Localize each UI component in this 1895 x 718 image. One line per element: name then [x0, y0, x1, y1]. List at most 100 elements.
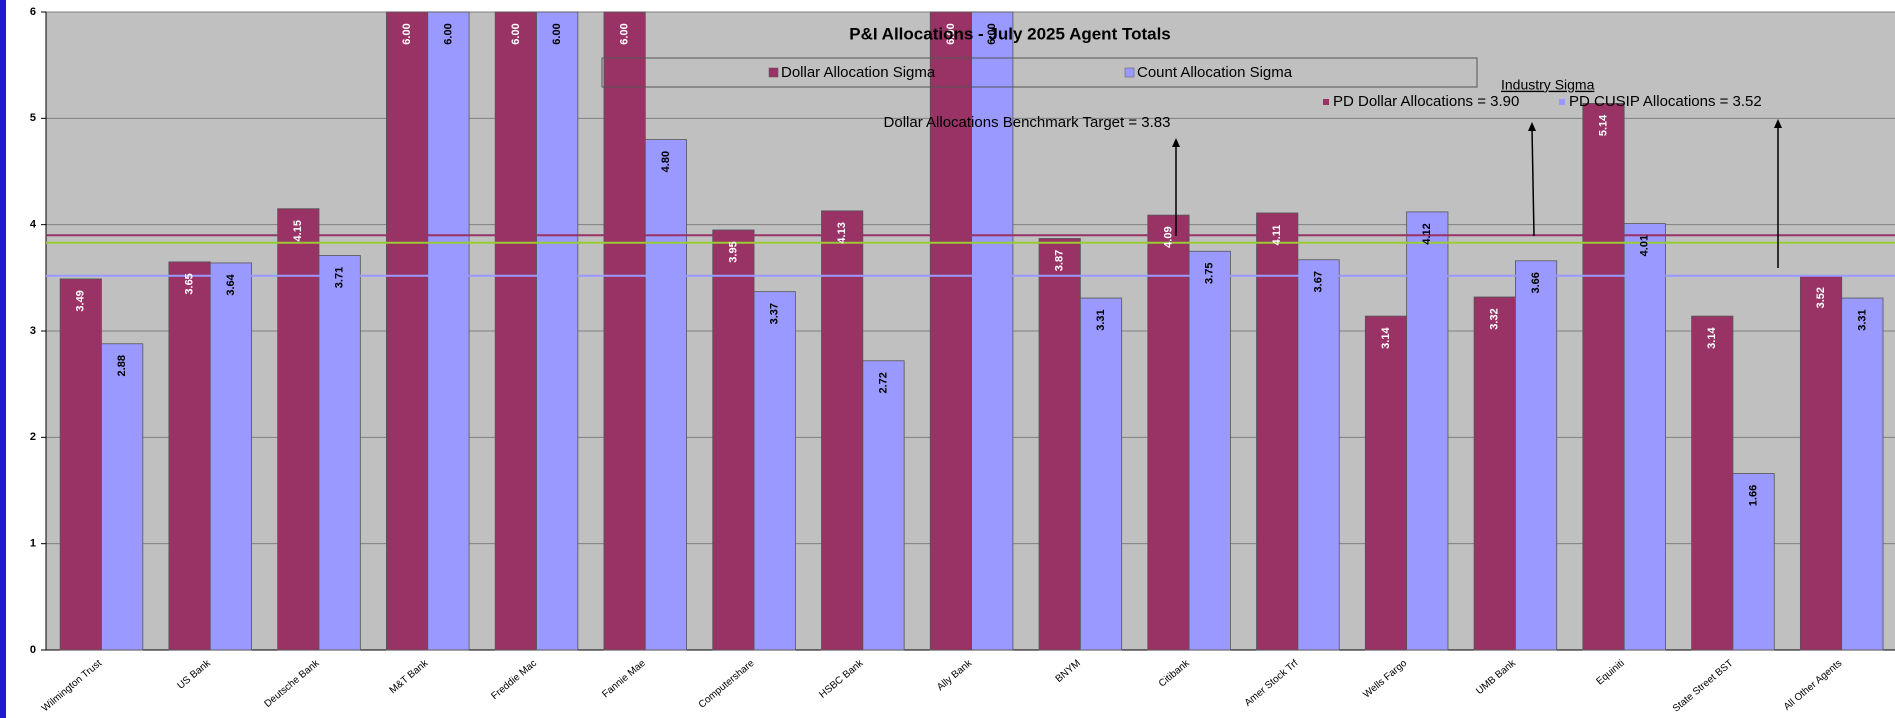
data-label: 3.37	[769, 303, 781, 324]
chart-title: P&I Allocations - July 2025 Agent Totals	[849, 24, 1171, 43]
x-tick-label: State Street BST	[1671, 658, 1736, 715]
data-label: 4.15	[292, 220, 304, 241]
data-label: 6.00	[442, 23, 454, 44]
x-tick-label: Equiniti	[1595, 658, 1627, 688]
y-tick-label: 2	[30, 431, 36, 443]
data-label: 5.14	[1597, 114, 1609, 136]
data-label: 3.49	[75, 290, 87, 311]
y-tick-label: 3	[30, 325, 36, 337]
bar	[1297, 259, 1340, 651]
x-tick-label: Fannie Mae	[600, 658, 648, 701]
legend-label: Dollar Allocation Sigma	[781, 64, 936, 81]
data-label: 2.88	[116, 355, 128, 376]
data-label: 3.65	[183, 273, 195, 294]
data-label: 6.00	[619, 23, 631, 44]
bar	[929, 11, 972, 651]
bars	[59, 11, 1884, 651]
bar	[1841, 297, 1884, 651]
x-tick-label: M&T Bank	[388, 657, 431, 696]
data-label: 3.95	[727, 241, 739, 262]
data-label: 6.00	[551, 23, 563, 44]
bar	[1732, 473, 1775, 651]
data-label: 3.64	[225, 273, 237, 295]
bar	[1691, 315, 1734, 651]
data-label: 2.72	[877, 372, 889, 393]
bar	[168, 261, 211, 651]
data-label: 4.12	[1421, 223, 1433, 244]
data-label: 6.00	[945, 23, 957, 44]
bar	[1515, 260, 1558, 651]
legend-label: Count Allocation Sigma	[1137, 64, 1293, 81]
bar	[1406, 211, 1449, 651]
data-label: 4.11	[1271, 225, 1283, 246]
arrow-head	[1172, 138, 1180, 147]
data-label: 3.14	[1706, 327, 1718, 349]
bar	[1582, 103, 1625, 651]
bar	[277, 208, 320, 651]
bar	[603, 11, 646, 651]
data-label: 4.09	[1162, 226, 1174, 247]
data-label: 3.87	[1054, 250, 1066, 271]
x-tick-label: Citibank	[1157, 657, 1193, 689]
bar	[1147, 214, 1190, 651]
bar	[971, 11, 1014, 651]
bar	[1473, 296, 1516, 651]
bar	[1188, 250, 1231, 651]
y-tick-label: 1	[30, 538, 36, 550]
data-label: 3.67	[1312, 271, 1324, 292]
bar	[753, 291, 796, 651]
reference-label: PD CUSIP Allocations = 3.52	[1569, 93, 1762, 110]
x-tick-label: Computershare	[697, 658, 757, 711]
overlay: P&I Allocations - July 2025 Agent Totals…	[601, 24, 1782, 268]
data-label: 3.71	[334, 267, 346, 288]
bar	[644, 139, 688, 651]
reference-label: PD Dollar Allocations = 3.90	[1333, 93, 1519, 110]
legend-swatch	[768, 67, 779, 78]
arrow-head	[1528, 122, 1536, 131]
bar	[821, 210, 864, 651]
bar	[1038, 238, 1081, 651]
bar	[862, 360, 905, 651]
bar	[386, 11, 429, 651]
bar	[1364, 315, 1408, 651]
y-tick-label: 5	[30, 112, 36, 124]
bar	[494, 11, 537, 651]
window-border	[0, 0, 6, 718]
legend-swatch	[1124, 67, 1135, 78]
data-label: 3.52	[1815, 287, 1827, 308]
x-tick-label: Deutsche Bank	[263, 657, 323, 710]
data-label: 3.14	[1380, 327, 1392, 349]
reference-marker	[1323, 99, 1329, 105]
bar	[59, 278, 102, 651]
data-label: 3.31	[1095, 309, 1107, 330]
data-label: 4.80	[660, 151, 672, 172]
bar	[101, 343, 144, 651]
data-label: 3.75	[1204, 263, 1216, 284]
x-tick-label: UMB Bank	[1474, 657, 1518, 697]
x-tick-label: Wilmington Trust	[40, 658, 104, 714]
reference-marker	[1559, 99, 1565, 105]
x-tick-label: Amer Stock Trf	[1243, 658, 1301, 709]
x-tick-label: HSBC Bank	[817, 657, 866, 700]
data-label: 1.66	[1748, 485, 1760, 506]
x-tick-label: Wells Fargo	[1361, 658, 1409, 701]
x-tick-label: Freddie Mac	[489, 658, 539, 702]
data-label: 6.00	[986, 23, 998, 44]
bar	[1256, 212, 1299, 651]
x-tick-label: BNYM	[1054, 658, 1083, 685]
bar	[536, 11, 579, 651]
annotation: Industry Sigma	[1501, 77, 1595, 93]
y-tick-label: 4	[30, 219, 37, 231]
data-label: 6.00	[401, 23, 413, 44]
reference-lines	[46, 234, 1895, 277]
x-tick-label: US Bank	[175, 657, 213, 691]
y-tick-label: 0	[30, 644, 36, 656]
data-label: 3.31	[1856, 309, 1868, 330]
data-label: 4.13	[836, 222, 848, 243]
bar	[209, 262, 252, 651]
arrow-head	[1774, 119, 1782, 128]
data-label: 3.66	[1530, 272, 1542, 293]
bar	[712, 229, 755, 651]
